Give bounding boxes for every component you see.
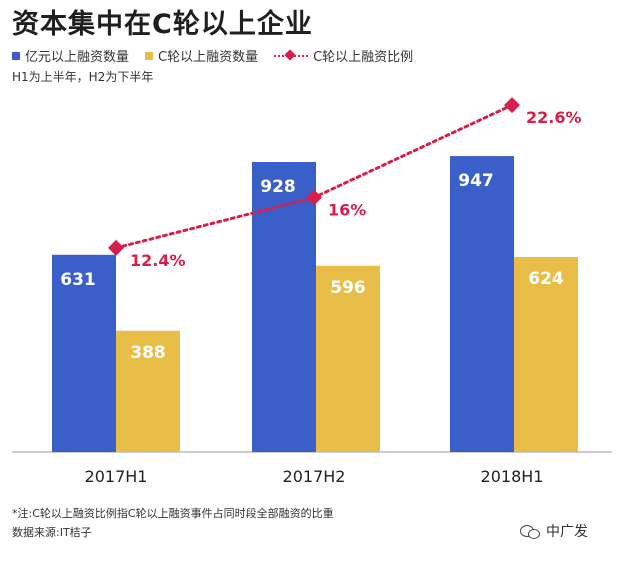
ratio-marker-2017H1 <box>108 239 124 256</box>
brand-watermark: 中广发 <box>520 521 588 541</box>
bar-label-c-round-count-2018H1: 624 <box>528 269 564 289</box>
x-tick-label-2017H2: 2017H2 <box>283 467 346 486</box>
legend-item-c-round-ratio: C轮以上融资比例 <box>274 46 413 65</box>
legend: 亿元以上融资数量 C轮以上融资数量 C轮以上融资比例 <box>12 46 413 65</box>
bar-large-funding-2017H1 <box>52 254 116 452</box>
x-tick-label-2018H1: 2018H1 <box>481 467 544 486</box>
half-year-note: H1为上半年，H2为下半年 <box>12 70 154 84</box>
legend-label-c-round-ratio: C轮以上融资比例 <box>313 50 414 65</box>
bar-label-large-funding-2017H2: 928 <box>260 177 296 197</box>
x-tick-label-2017H1: 2017H1 <box>85 467 148 486</box>
ratio-marker-2018H1 <box>504 97 520 114</box>
ratio-marker-2017H2 <box>306 189 322 206</box>
ratio-label-2017H2: 16% <box>328 201 366 220</box>
bar-label-large-funding-2018H1: 947 <box>458 171 494 191</box>
bar-c-round-count-2017H1 <box>116 330 180 452</box>
legend-label-c-round-count: C轮以上融资数量 <box>158 50 259 65</box>
legend-label-large-funding: 亿元以上融资数量 <box>25 50 130 65</box>
legend-swatch-blue <box>12 51 20 60</box>
bar-c-round-count-2018H1 <box>514 257 578 452</box>
bar-label-large-funding-2017H1: 631 <box>60 270 96 290</box>
ratio-label-2018H1: 22.6% <box>526 108 582 127</box>
data-source: 数据来源:IT桔子 <box>12 526 92 539</box>
bar-c-round-count-2017H2 <box>316 265 380 452</box>
bar-large-funding-2018H1 <box>450 156 514 452</box>
bar-label-c-round-count-2017H2: 596 <box>330 278 366 298</box>
legend-item-c-round-count: C轮以上融资数量 <box>145 46 258 65</box>
legend-swatch-yellow <box>145 51 154 60</box>
bar-label-c-round-count-2017H1: 388 <box>130 343 166 363</box>
legend-line-marker <box>274 48 309 61</box>
bar-large-funding-2017H2 <box>252 162 316 452</box>
chart-title: 资本集中在C轮以上企业 <box>12 9 313 40</box>
ratio-label-2017H1: 12.4% <box>130 251 186 270</box>
wechat-icon <box>520 523 540 539</box>
brand-name: 中广发 <box>546 524 588 540</box>
chart-canvas: 631 388 2017H1 928 596 2017H2 947 624 2018H1 12.4… <box>12 97 612 486</box>
footnote: *注:C轮以上融资比例指C轮以上融资事件占同时段全部融资的比重 <box>12 507 334 520</box>
legend-item-large-funding: 亿元以上融资数量 <box>12 46 129 65</box>
